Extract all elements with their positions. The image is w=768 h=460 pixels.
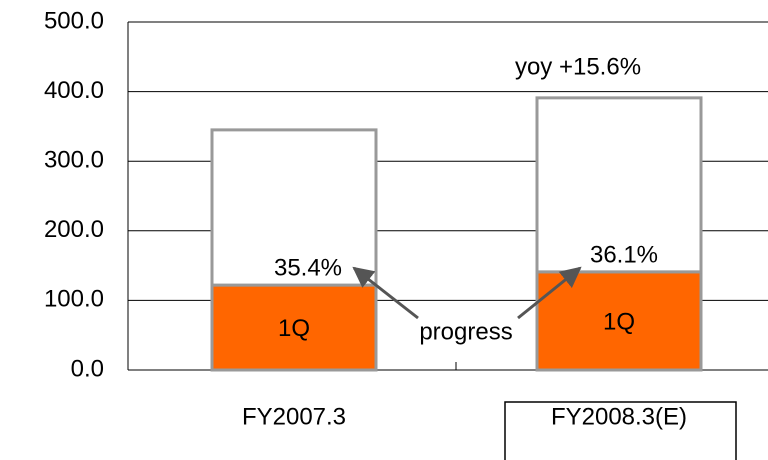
y-tick-label: 200.0 [44,216,104,243]
y-tick-label: 500.0 [44,7,104,34]
arrow [517,266,582,320]
bar-segment [210,283,378,372]
y-tick-label: 100.0 [44,286,104,313]
y-tick-label: 300.0 [44,147,104,174]
y-tick-label: 400.0 [44,77,104,104]
annotation: progress [419,318,512,345]
x-tick-label: FY2008.3(E) [551,403,687,430]
segment-label: 1Q [278,315,310,342]
segment-label: 1Q [603,308,635,335]
x-tick-label: FY2007.3 [242,403,346,430]
annotation-bg [400,314,530,352]
bar-segment [535,96,703,274]
annotation: 36.1% [590,241,658,268]
annotation: 35.4% [274,254,342,281]
y-tick-label: 0.0 [71,355,104,382]
bar-segment [535,270,703,372]
category-box [504,401,737,460]
arrow [352,266,419,320]
bar-segment [210,128,378,287]
annotation: yoy +15.6% [515,53,641,80]
